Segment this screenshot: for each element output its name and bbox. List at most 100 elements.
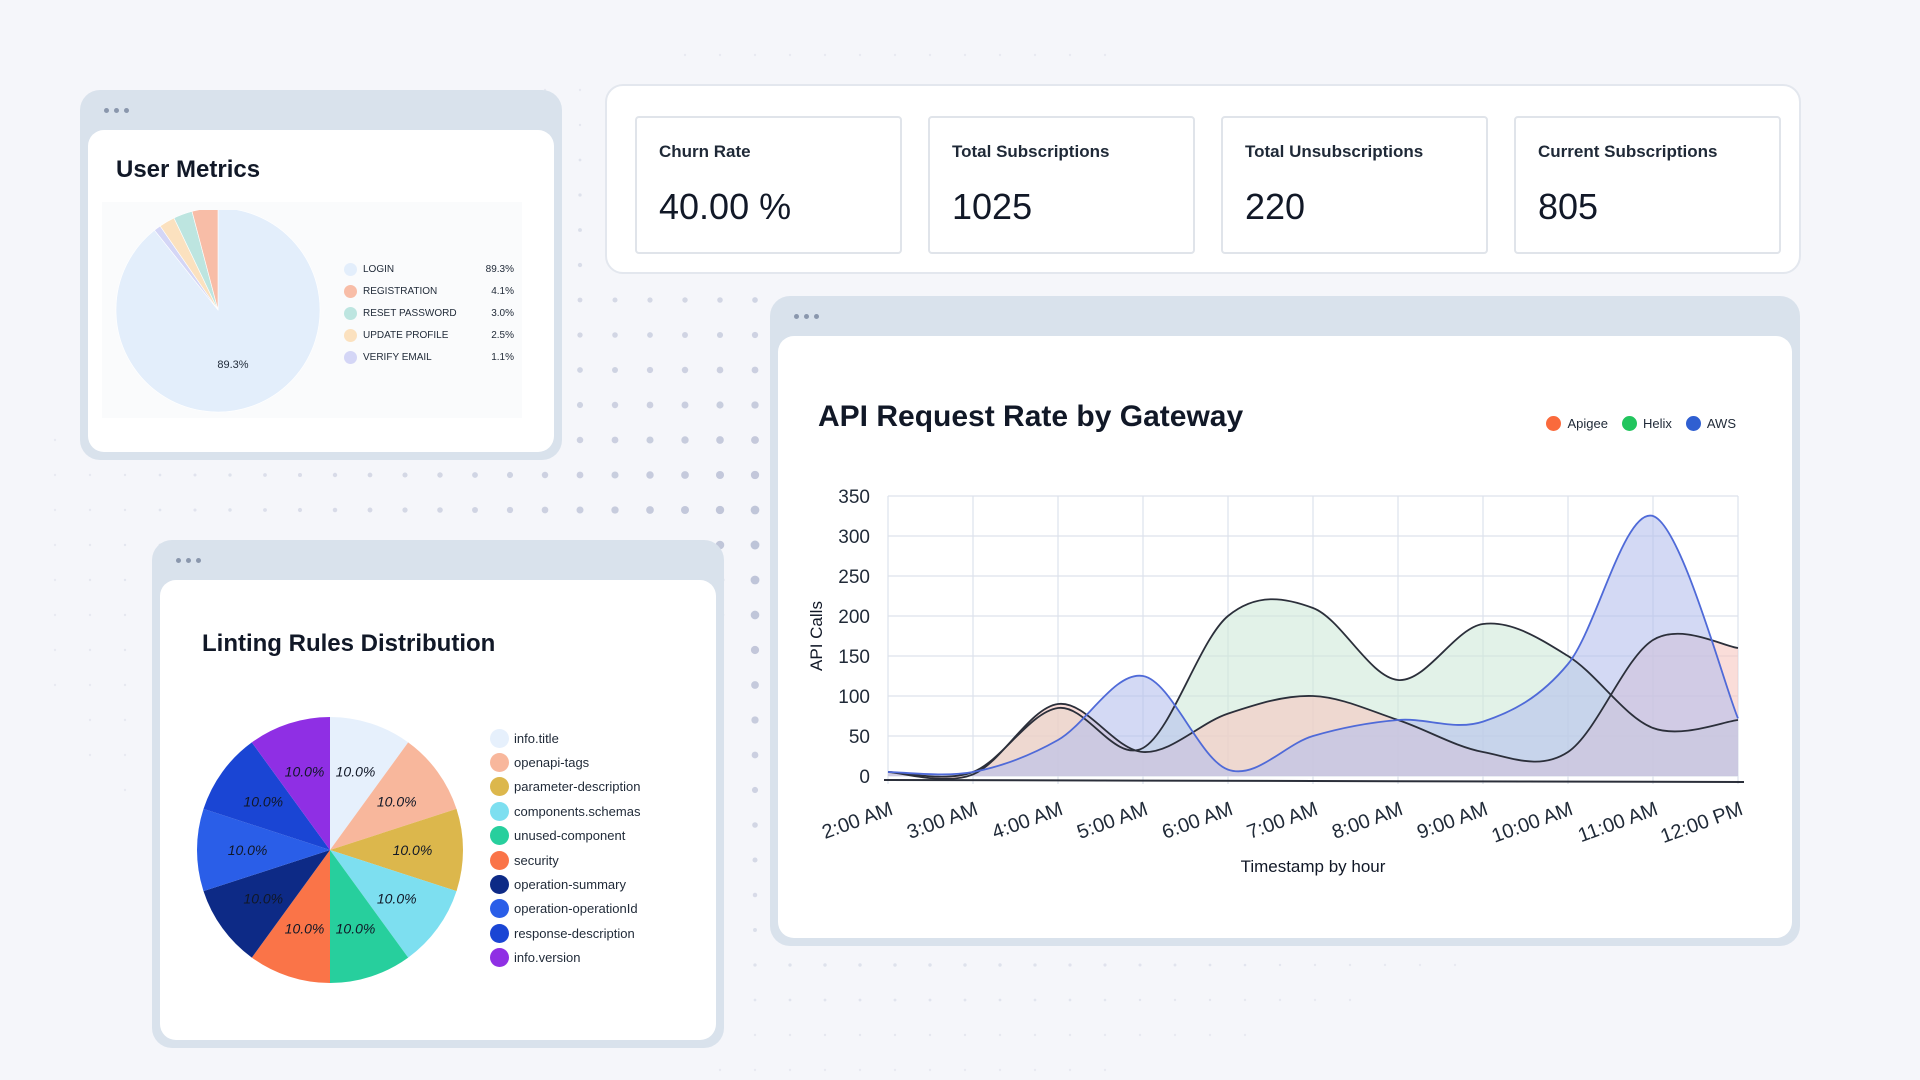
pie-slice-login	[115, 210, 321, 413]
api-chart-title: API Request Rate by Gateway	[818, 400, 1244, 433]
pie-slice-operation-operationid	[197, 808, 330, 892]
window-dots-icon	[104, 108, 129, 113]
legend-item: parameter-description	[490, 775, 640, 799]
legend-item: UPDATE PROFILE 2.5%	[344, 324, 514, 346]
legend-label: LOGIN	[363, 263, 395, 275]
y-tick-label: 300	[838, 527, 870, 548]
pie-slice-registration	[191, 210, 219, 311]
api-request-rate-window: API Request Rate by Gateway Apigee Helix A…	[770, 296, 1800, 946]
pie-data-label: 10.0%	[377, 890, 417, 906]
legend-label: parameter-description	[514, 779, 641, 795]
series-line-aws	[887, 514, 1739, 776]
linting-rules-title: Linting Rules Distribution	[202, 630, 496, 657]
api-request-rate-chart: 0 50 100 150 200 250 300 350 2:00 AM 3:00 AM 4:00 …	[807, 487, 1746, 876]
pie-slice-info-version	[251, 717, 330, 850]
y-tick-label: 250	[838, 567, 870, 588]
x-tick-label: 7:00 AM	[1244, 798, 1320, 844]
linting-rules-panel: Linting Rules Distribution 10.0% 10.0% 10.…	[160, 580, 716, 1040]
stat-label: Total Subscriptions	[952, 142, 1110, 161]
pie-slice-info-title	[330, 717, 409, 850]
legend-item: security	[490, 848, 640, 872]
legend-value: 4.1%	[491, 285, 514, 297]
pie-data-label: 10.0%	[285, 920, 325, 936]
stat-card-churn-rate: Churn Rate 40.00 %	[635, 116, 902, 254]
x-tick-label: 9:00 AM	[1414, 798, 1490, 844]
stat-label: Churn Rate	[659, 142, 751, 161]
x-tick-label: 5:00 AM	[1074, 798, 1150, 844]
y-axis-label: API Calls	[807, 601, 826, 671]
pie-data-label: 10.0%	[285, 764, 325, 780]
legend-label: Apigee	[1567, 416, 1608, 431]
x-axis-label: Timestamp by hour	[1241, 857, 1386, 876]
y-tick-label: 100	[838, 687, 870, 708]
legend-label: UPDATE PROFILE	[363, 329, 449, 341]
legend-label: REGISTRATION	[363, 285, 438, 297]
legend-item: Apigee	[1546, 416, 1608, 431]
legend-label: AWS	[1706, 416, 1736, 431]
user-metrics-window: User Metrics 89.3% LOGIN 89.3% REGISTRATIO…	[80, 90, 562, 460]
stat-value: 40.00 %	[659, 186, 792, 227]
legend-swatch	[344, 328, 357, 342]
pie-data-label: 10.0%	[243, 890, 283, 906]
pie-data-label: 10.0%	[336, 764, 376, 780]
y-tick-label: 200	[838, 607, 870, 628]
legend-item: operation-operationId	[490, 897, 640, 921]
legend-label: info.version	[514, 950, 581, 966]
pie-data-label: 10.0%	[243, 794, 283, 810]
legend-item: VERIFY EMAIL 1.1%	[344, 346, 514, 368]
x-tick-label: 12:00 PM	[1658, 798, 1746, 848]
window-dots-icon	[794, 314, 819, 319]
legend-swatch	[1621, 416, 1637, 431]
x-tick-label: 6:00 AM	[1159, 798, 1235, 844]
pie-data-label: 10.0%	[228, 842, 268, 858]
x-tick-label: 4:00 AM	[989, 798, 1065, 844]
stat-card-current-subscriptions: Current Subscriptions 805	[1514, 116, 1781, 254]
api-chart-legend: Apigee Helix AWS	[1546, 416, 1736, 431]
linting-rules-legend: info.title openapi-tags parameter-descript…	[490, 726, 640, 970]
stat-label: Current Subscriptions	[1538, 142, 1718, 161]
user-metrics-title: User Metrics	[116, 156, 261, 183]
pie-data-label: 10.0%	[377, 794, 417, 810]
pie-data-label: 89.3%	[217, 359, 248, 371]
legend-swatch	[490, 875, 509, 895]
legend-value: 1.1%	[491, 351, 514, 363]
pie-slice-operation-summary	[203, 850, 330, 958]
stat-card-total-subscriptions: Total Subscriptions 1025	[928, 116, 1195, 254]
legend-item: info.version	[490, 946, 640, 970]
legend-label: VERIFY EMAIL	[363, 351, 432, 363]
legend-swatch	[1685, 416, 1701, 431]
legend-swatch	[344, 306, 357, 320]
legend-item: info.title	[490, 726, 640, 750]
stat-value: 1025	[952, 186, 1033, 227]
x-axis-line	[883, 779, 1745, 783]
legend-swatch	[1546, 416, 1562, 431]
stat-value: 220	[1245, 186, 1306, 227]
user-metrics-legend: LOGIN 89.3% REGISTRATION 4.1% RESET PASSWORD…	[344, 258, 514, 368]
pie-slice-unused-component	[330, 850, 409, 983]
legend-value: 89.3%	[485, 263, 514, 275]
x-tick-label: 8:00 AM	[1329, 798, 1405, 844]
legend-value: 2.5%	[491, 329, 514, 341]
x-tick-label: 2:00 AM	[819, 798, 895, 844]
user-metrics-panel: User Metrics 89.3% LOGIN 89.3% REGISTRATIO…	[88, 130, 554, 452]
pie-slice-components-schemas	[330, 850, 457, 958]
stat-value: 805	[1538, 186, 1599, 227]
legend-item: response-description	[490, 921, 640, 945]
legend-swatch	[344, 350, 357, 364]
legend-swatch	[490, 850, 509, 870]
legend-swatch	[490, 948, 509, 968]
pie-slice-openapi-tags	[330, 742, 457, 850]
legend-swatch	[344, 284, 357, 298]
legend-swatch	[490, 899, 509, 919]
legend-swatch	[490, 801, 509, 821]
y-tick-label: 150	[838, 647, 870, 668]
legend-label: openapi-tags	[514, 755, 590, 771]
subscription-stats-panel: Churn Rate 40.00 % Total Subscriptions 1…	[605, 84, 1801, 274]
window-dots-icon	[176, 558, 201, 563]
legend-swatch	[490, 923, 509, 943]
legend-item: openapi-tags	[490, 750, 640, 774]
legend-label: security	[514, 852, 559, 868]
linting-rules-window: Linting Rules Distribution 10.0% 10.0% 10.…	[152, 540, 724, 1048]
legend-label: unused-component	[514, 828, 626, 844]
x-tick-label: 3:00 AM	[904, 798, 980, 844]
